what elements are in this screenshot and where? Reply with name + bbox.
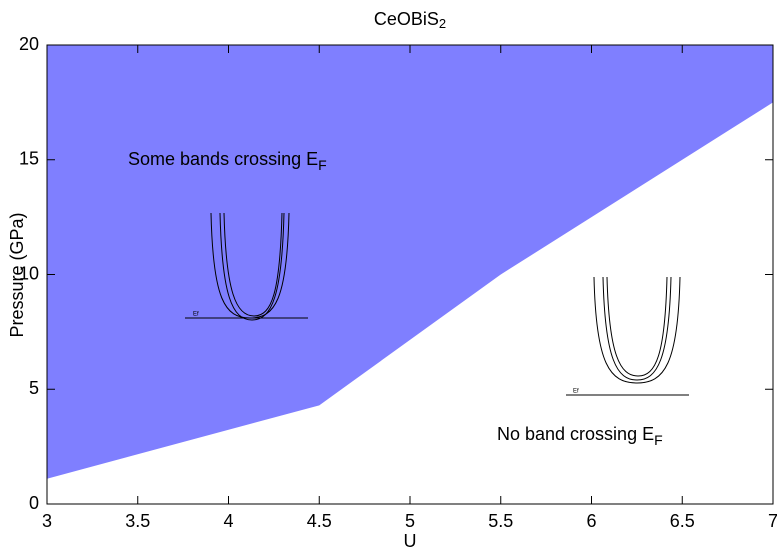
x-axis-label: U (404, 531, 417, 551)
y-tick-label: 20 (19, 34, 39, 54)
x-tick-label: 4 (223, 511, 233, 531)
band-curve (606, 276, 668, 377)
band-curve (223, 212, 283, 317)
annotation: Some bands crossing EF (128, 149, 327, 173)
annotation-main: No band crossing E (497, 424, 654, 444)
title-main: CeOBiS (374, 9, 439, 29)
x-tick-label: 7 (768, 511, 777, 531)
band-curve (219, 212, 285, 321)
annotation-sub: F (654, 432, 663, 448)
annotation: No band crossing EF (497, 424, 663, 448)
title-sub: 2 (439, 16, 446, 31)
chart-title: CeOBiS2 (374, 9, 446, 32)
y-tick-label: 10 (19, 263, 39, 283)
y-axis-label: Pressure (GPa) (7, 212, 27, 337)
x-tick-label: 5.5 (488, 511, 513, 531)
x-tick-label: 3.5 (125, 511, 150, 531)
inset-left (185, 212, 308, 321)
inset-label: Ef (193, 312, 199, 318)
y-tick-label: 15 (19, 149, 39, 169)
x-tick-label: 3 (42, 511, 52, 531)
y-tick-label: 5 (29, 378, 39, 398)
area (47, 45, 773, 479)
plot-area: 3 3.5 4 4.5 5 5.5 6 6.5 7 0 5 10 15 20 (19, 34, 777, 531)
band-curve (602, 276, 672, 381)
band-curve (593, 276, 681, 384)
x-tick-label: 5 (405, 511, 415, 531)
inset-right (566, 276, 689, 396)
x-tick-label: 4.5 (307, 511, 332, 531)
inset-label: Ef (573, 389, 579, 395)
y-tick-label: 0 (29, 493, 39, 513)
annotation-sub: F (318, 157, 327, 173)
annotation-main: Some bands crossing E (128, 149, 318, 169)
x-tick-label: 6.5 (670, 511, 695, 531)
x-tick-label: 6 (586, 511, 596, 531)
